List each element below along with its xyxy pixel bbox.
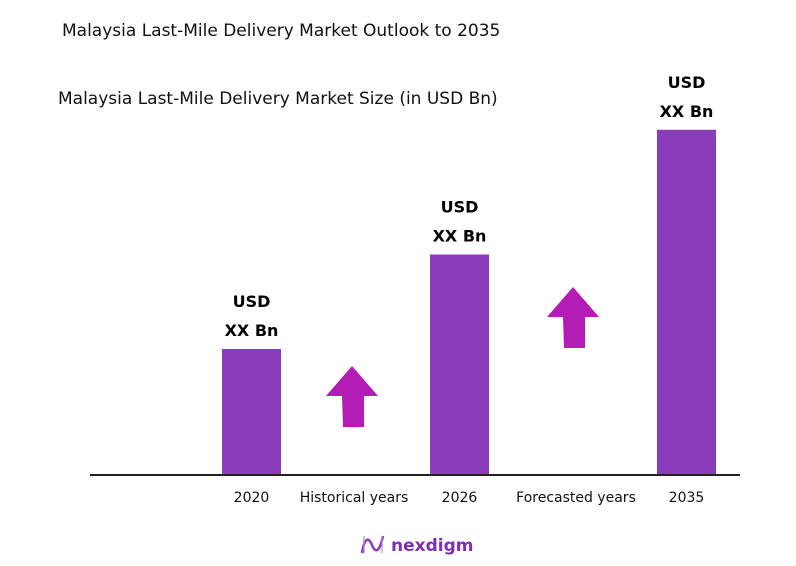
- data-label-2020-0: USD: [233, 292, 271, 311]
- bar-2020: [222, 349, 281, 475]
- chart-subtitle: Malaysia Last-Mile Delivery Market Size …: [58, 89, 498, 109]
- data-label-2026-0: USD: [441, 198, 479, 217]
- nexdigm-logo: nexdigm: [360, 535, 473, 556]
- x-tick-2026: 2026: [442, 490, 478, 506]
- period-label-forecast: Forecasted years: [516, 490, 636, 506]
- chart-title: Malaysia Last-Mile Delivery Market Outlo…: [62, 21, 500, 41]
- nexdigm-logo-icon: [360, 535, 385, 554]
- x-tick-2020: 2020: [234, 490, 270, 506]
- data-label-2035-0: USD: [668, 73, 706, 92]
- data-label-2035-1: XX Bn: [660, 102, 714, 121]
- growth-arrow-forecast: [547, 287, 599, 348]
- nexdigm-logo-text: nexdigm: [391, 536, 473, 556]
- period-label-historical: Historical years: [300, 490, 409, 506]
- data-label-2026-1: XX Bn: [433, 227, 487, 246]
- x-tick-2035: 2035: [669, 490, 705, 506]
- bar-2026: [430, 254, 489, 475]
- data-label-2020-1: XX Bn: [225, 321, 279, 340]
- growth-arrow-historical: [326, 366, 378, 427]
- bar-2035: [657, 129, 716, 475]
